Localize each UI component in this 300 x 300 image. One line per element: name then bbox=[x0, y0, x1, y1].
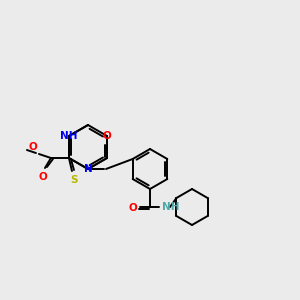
Text: S: S bbox=[70, 175, 78, 185]
Text: O: O bbox=[28, 142, 37, 152]
Text: O: O bbox=[103, 131, 111, 141]
Text: O: O bbox=[39, 172, 47, 182]
Text: NH: NH bbox=[162, 202, 179, 212]
Text: N: N bbox=[84, 164, 92, 174]
Text: NH: NH bbox=[60, 131, 78, 141]
Text: O: O bbox=[128, 203, 137, 213]
